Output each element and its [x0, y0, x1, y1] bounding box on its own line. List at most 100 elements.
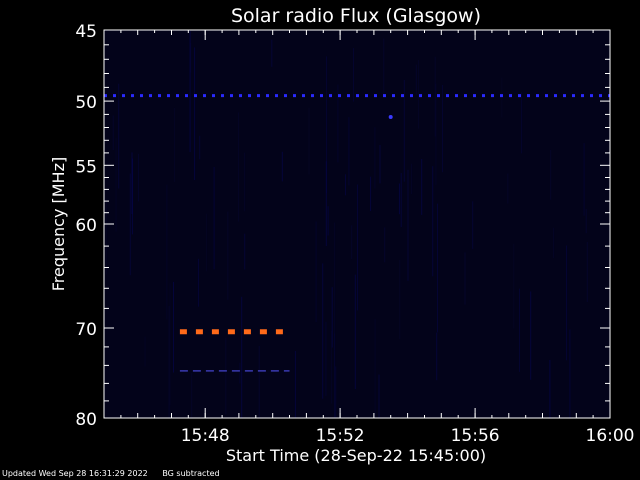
background-streak: [437, 203, 438, 333]
background-streak: [227, 211, 229, 300]
x-tick-label: 15:52: [316, 426, 365, 446]
background-streak: [435, 83, 437, 185]
background-streak: [553, 227, 555, 258]
background-streak: [281, 151, 283, 182]
background-streak: [131, 152, 133, 214]
y-tick-label: 50: [75, 93, 97, 113]
background-streak: [501, 77, 503, 118]
background-streak: [421, 159, 423, 215]
background-streak: [583, 143, 585, 216]
background-streak: [530, 291, 532, 380]
background-streak: [379, 145, 381, 184]
background-streak: [521, 92, 523, 154]
background-streak: [374, 319, 376, 418]
background-streak: [337, 84, 339, 163]
background-streak: [213, 167, 215, 270]
x-tick-label: 16:00: [586, 426, 635, 446]
y-tick-label: 70: [75, 320, 97, 340]
background-streak: [189, 31, 191, 152]
x-tick-label: 15:48: [181, 426, 230, 446]
interference-blip: [388, 115, 393, 119]
background-streak: [118, 83, 120, 189]
background-streak: [398, 183, 400, 215]
background-streak: [294, 351, 296, 418]
background-streak: [442, 85, 443, 173]
y-axis-ticks: 45 50 55 60 70 80: [75, 22, 610, 430]
background-streak: [354, 274, 356, 390]
background-streak: [169, 283, 171, 406]
background-streak: [357, 184, 359, 311]
background-streak: [258, 345, 260, 418]
y-tick-label: 55: [75, 157, 97, 177]
background-streak: [436, 332, 438, 381]
footer: Updated Wed Sep 28 16:31:29 2022 BG subt…: [2, 469, 232, 478]
background-streak: [334, 222, 336, 351]
background-streak: [378, 374, 380, 418]
background-streak: [190, 43, 192, 73]
background-streak: [238, 112, 239, 222]
background-streak: [194, 47, 196, 181]
background-streak: [384, 227, 386, 263]
updated-timestamp: Updated Wed Sep 28 16:31:29 2022: [2, 469, 148, 478]
background-streak: [507, 173, 509, 204]
background-streak: [197, 258, 199, 307]
background-streak: [403, 79, 405, 182]
chart-title: Solar radio Flux (Glasgow): [231, 5, 481, 27]
background-streak: [326, 56, 328, 193]
background-streak: [331, 330, 332, 404]
background-streak: [206, 213, 208, 272]
background-streak: [370, 176, 372, 212]
background-streak: [241, 296, 243, 418]
background-streak: [271, 39, 273, 67]
background-streak: [549, 359, 551, 418]
background-streak: [315, 221, 317, 323]
background-streak: [513, 243, 515, 329]
background-streak: [308, 107, 310, 175]
background-streak: [374, 127, 376, 189]
y-axis-label: Frequency [MHz]: [49, 157, 68, 291]
background-streak: [168, 306, 170, 418]
background-streak: [415, 64, 417, 96]
background-streak: [519, 288, 520, 372]
background-streak: [199, 135, 201, 160]
spectrogram-texture: [106, 31, 588, 418]
background-streak: [434, 56, 436, 137]
background-streak: [166, 184, 168, 320]
background-streak: [327, 206, 329, 236]
background-streak: [418, 60, 419, 129]
bg-subtracted-note: BG subtracted: [162, 469, 220, 478]
background-streak: [569, 329, 571, 418]
background-streak: [173, 281, 174, 373]
background-streak: [335, 366, 337, 418]
background-streak: [411, 163, 413, 195]
x-tick-label: 15:56: [451, 426, 500, 446]
background-streak: [115, 137, 117, 232]
background-streak: [174, 107, 175, 182]
plot-area: [104, 30, 610, 418]
background-streak: [400, 173, 402, 228]
background-streak: [351, 225, 353, 260]
background-streak: [239, 362, 241, 384]
background-streak: [112, 115, 114, 150]
background-streak: [345, 174, 346, 196]
background-streak: [144, 336, 146, 367]
background-streak: [407, 169, 409, 281]
x-axis-label: Start Time (28-Sep-22 15:45:00): [226, 446, 486, 465]
background-streak: [244, 152, 246, 212]
background-streak: [550, 149, 552, 200]
x-axis-ticks: 15:48 15:52 15:56 16:00: [103, 30, 635, 446]
background-streak: [585, 209, 587, 234]
background-streak: [322, 263, 324, 399]
y-tick-label: 60: [75, 216, 97, 236]
background-streak: [383, 38, 385, 98]
background-streak: [399, 260, 401, 339]
background-streak: [566, 245, 568, 361]
background-streak: [191, 373, 193, 418]
background-streak: [244, 233, 246, 270]
background-streak: [464, 252, 466, 305]
background-streak: [225, 337, 227, 415]
background-streak: [331, 287, 333, 348]
background-streak: [106, 199, 108, 275]
background-streak: [586, 242, 588, 302]
